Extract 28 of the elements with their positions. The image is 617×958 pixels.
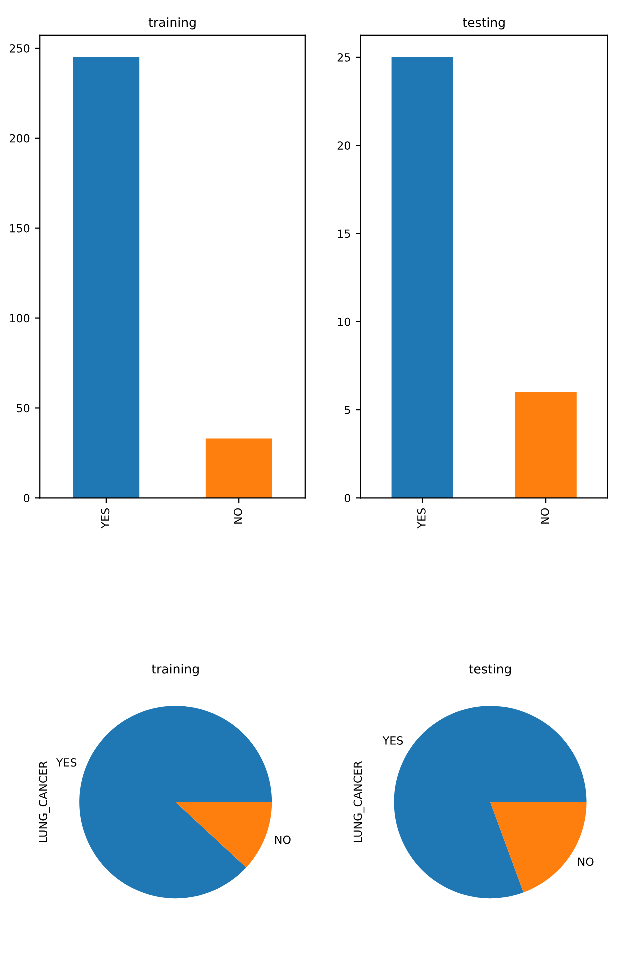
- chart-title: testing: [469, 664, 512, 676]
- y-tick-label: 100: [10, 314, 30, 323]
- y-tick-label: 25: [338, 53, 350, 62]
- slice-label: NO: [276, 836, 291, 844]
- pie-slice: [176, 802, 272, 868]
- y-tick-label: 250: [10, 44, 30, 53]
- y-tick-label: 10: [338, 318, 350, 326]
- y-tick-label: 50: [17, 404, 30, 413]
- chart-title: testing: [463, 18, 505, 30]
- pie-slice: [80, 706, 272, 899]
- y-tick-label: 0: [24, 494, 30, 503]
- y-tick-label: 5: [345, 406, 350, 414]
- slice-label: YES: [382, 736, 404, 745]
- chart-title: training: [148, 18, 196, 30]
- y-tick-label: 0: [344, 494, 350, 503]
- y-tick-label: 15: [338, 230, 350, 238]
- chart-title: training: [152, 664, 199, 676]
- x-tick-label: YES: [417, 508, 426, 529]
- y-tick-label: 150: [10, 224, 30, 233]
- x-tick-label: NO: [234, 508, 242, 524]
- x-tick-label: NO: [540, 508, 550, 524]
- y-tick-label: 200: [10, 134, 30, 143]
- slice-label: NO: [578, 858, 594, 866]
- slice-label: YES: [56, 758, 77, 767]
- y-tick-label: 20: [338, 142, 350, 150]
- text: LUNG_CANCER: [354, 761, 365, 842]
- text: LUNG_CANCER: [39, 761, 50, 842]
- x-tick-label: YES: [101, 508, 110, 529]
